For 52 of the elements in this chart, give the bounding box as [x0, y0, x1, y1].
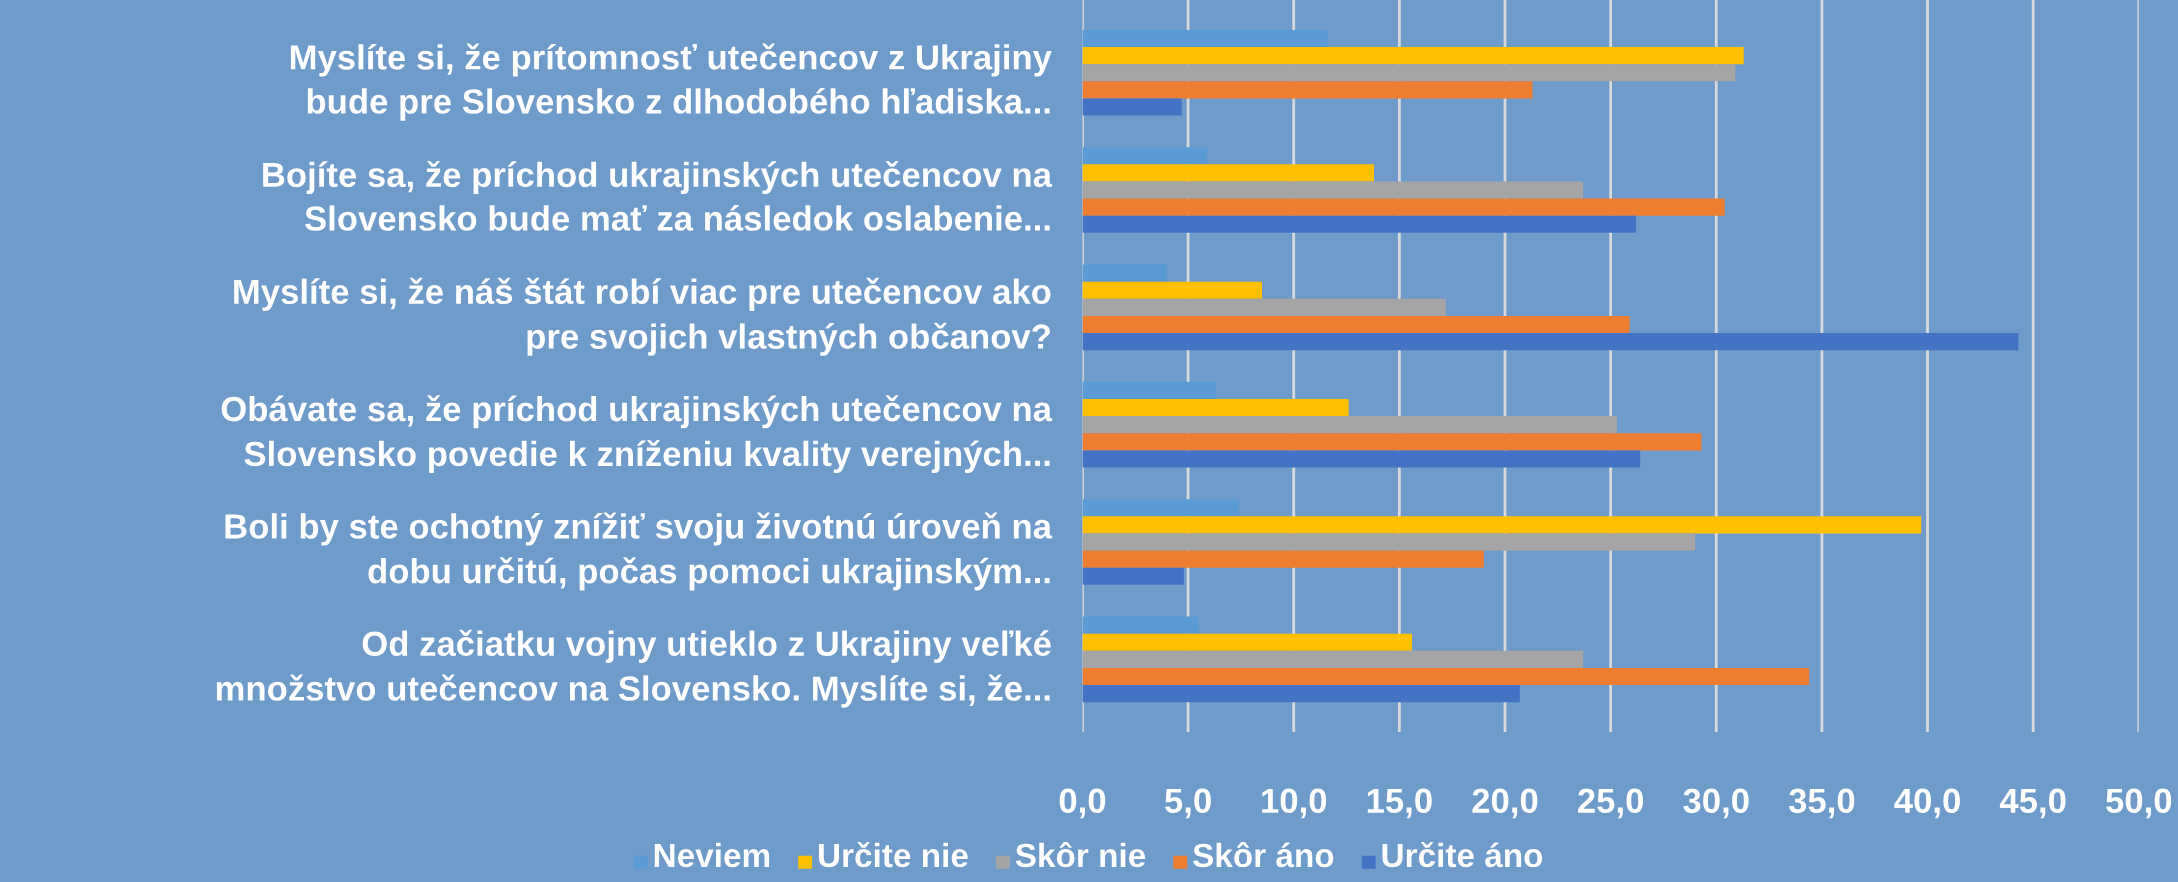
bar	[1082, 315, 1630, 334]
bar	[1082, 533, 1696, 551]
x-tick-label: 20,0	[1472, 788, 1538, 819]
bar	[1082, 47, 1744, 65]
bar	[1082, 381, 1216, 399]
y-tick-label: Bojíte sa, že príchod ukrajinských utečencov na Slovensko bude mať za následok oslabenie...	[263, 160, 1053, 231]
bar	[1082, 81, 1533, 99]
x-tick-label: 35,0	[1788, 788, 1855, 819]
bar	[1082, 281, 1263, 299]
y-tick-label: Boli by ste ochotný znížiť svoju životnú úroveň na dobu určitú, počas pomoci ukrajinským...	[225, 512, 1053, 591]
bar	[1082, 264, 1167, 282]
x-tick-label: 45,0	[1999, 788, 2066, 819]
bar	[1082, 550, 1484, 568]
bar	[1082, 685, 1520, 703]
legend-label: Neviem	[654, 842, 770, 868]
bar	[1082, 399, 1349, 417]
bar	[1082, 164, 1375, 182]
legend-label: Skôr áno	[1193, 842, 1334, 868]
bar	[1082, 433, 1702, 451]
x-tick-label: 0,0	[1059, 788, 1106, 819]
bar	[1082, 616, 1199, 634]
bar	[1082, 198, 1725, 216]
bar	[1082, 516, 1922, 534]
bar	[1082, 667, 1810, 686]
legend-label: Určite áno	[1382, 842, 1543, 868]
bar	[1082, 416, 1617, 434]
legend-label: Určite nie	[818, 842, 968, 868]
bar	[1082, 98, 1182, 116]
x-tick-label: 50,0	[2106, 788, 2172, 819]
x-tick-label: 25,0	[1578, 788, 1643, 819]
x-tick-label: 10,0	[1262, 788, 1327, 819]
bar	[1082, 147, 1208, 165]
y-tick-label: Od začiatku vojny utieklo z Ukrajiny veľké množstvo utečencov na Slovensko. Myslíte si, že...	[216, 629, 1051, 708]
y-tick-label: Myslíte si, že prítomnosť utečencov z Ukrajiny bude pre Slovensko z dlhodobého hľadiska...	[290, 43, 1052, 121]
x-tick-label: 40,0	[1894, 788, 1960, 819]
y-tick-label: Myslíte si, že náš štát robí viac pre utečencov ako pre svojich vlastných občanov?	[234, 277, 1051, 356]
bar	[1082, 499, 1239, 517]
bar	[1082, 633, 1413, 651]
bar	[1082, 567, 1184, 585]
bar	[1082, 298, 1446, 316]
bar	[1082, 450, 1641, 468]
x-tick-label: 30,0	[1683, 788, 1749, 819]
bar	[1082, 333, 2019, 351]
bar	[1082, 64, 1736, 82]
y-tick-label: Obávate sa, že príchod ukrajinských utečencov na Slovensko povedie k zníženiu kvality verejných...	[221, 395, 1053, 474]
x-tick-label: 15,0	[1367, 788, 1432, 819]
bar	[1082, 650, 1584, 668]
bar	[1082, 215, 1636, 233]
bar	[1082, 181, 1584, 199]
bar	[1082, 29, 1328, 48]
legend-label: Skôr nie	[1015, 842, 1146, 868]
x-tick-label: 5,0	[1165, 788, 1211, 819]
